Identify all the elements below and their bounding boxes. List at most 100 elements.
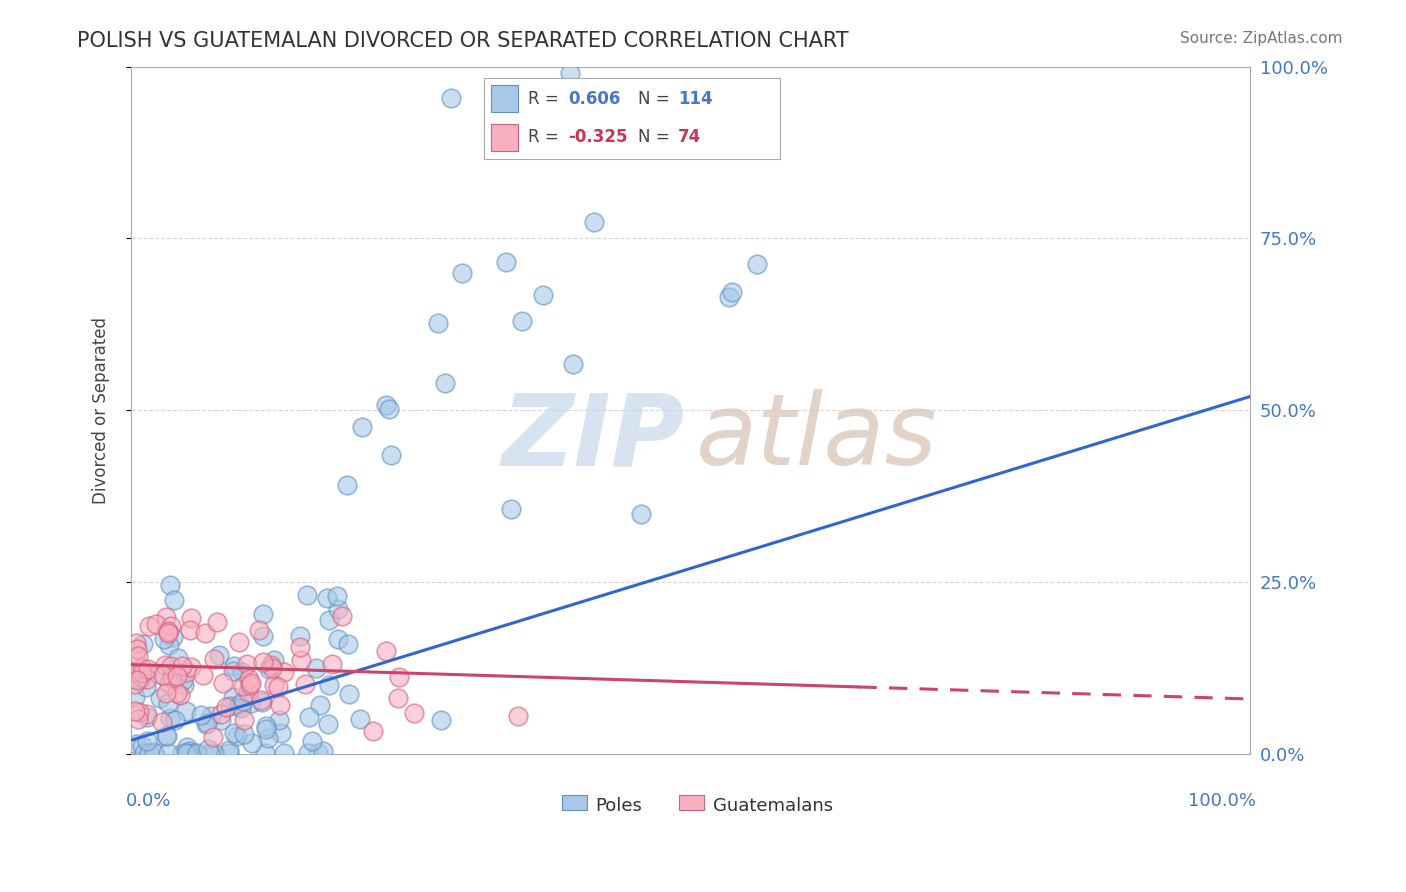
Point [321, 657, 343, 671]
Point [260, 661, 283, 675]
Point [159, 711, 181, 725]
Point [186, 746, 208, 760]
Point [136, 709, 159, 723]
Point [238, 685, 260, 699]
Text: ZIP: ZIP [502, 389, 685, 486]
Point [162, 630, 184, 644]
Point [361, 724, 384, 739]
Point [125, 636, 148, 650]
Point [197, 742, 219, 756]
Point [156, 624, 179, 639]
Point [177, 746, 200, 760]
Point [232, 726, 254, 740]
Point [501, 501, 523, 516]
Point [129, 673, 152, 688]
Point [745, 257, 768, 271]
Point [176, 740, 198, 755]
Point [135, 706, 157, 721]
Point [142, 745, 165, 759]
Point [149, 691, 172, 706]
Point [263, 653, 285, 667]
Point [145, 616, 167, 631]
Point [222, 690, 245, 705]
Point [254, 746, 277, 760]
Point [180, 611, 202, 625]
Point [506, 709, 529, 723]
Point [337, 687, 360, 701]
Point [269, 714, 291, 728]
Point [260, 658, 283, 673]
Point [433, 376, 456, 390]
Point [326, 589, 349, 603]
Point [273, 665, 295, 679]
Point [150, 714, 173, 729]
Point [495, 254, 517, 268]
Point [124, 649, 146, 664]
Point [124, 665, 146, 679]
Point [160, 659, 183, 673]
Point [159, 578, 181, 592]
Point [172, 659, 194, 673]
Point [257, 662, 280, 676]
Point [531, 287, 554, 301]
Point [157, 625, 180, 640]
Point [558, 66, 581, 80]
Point [176, 746, 198, 760]
Point [229, 701, 252, 715]
Point [132, 746, 155, 760]
Point [721, 285, 744, 300]
Text: atlas: atlas [696, 389, 938, 486]
Point [160, 619, 183, 633]
Point [240, 676, 263, 690]
Point [374, 644, 396, 658]
Point [233, 714, 256, 728]
Point [153, 632, 176, 646]
Point [561, 357, 583, 371]
Point [512, 314, 534, 328]
Point [155, 686, 177, 700]
Point [162, 668, 184, 682]
Point [717, 290, 740, 304]
Point [349, 712, 371, 726]
Y-axis label: Divorced or Separated: Divorced or Separated [93, 317, 110, 504]
Point [218, 746, 240, 760]
Point [195, 717, 218, 731]
Point [131, 669, 153, 683]
Point [247, 623, 270, 637]
Point [316, 591, 339, 605]
Point [582, 215, 605, 229]
Point [301, 733, 323, 747]
Point [450, 267, 472, 281]
Point [240, 736, 263, 750]
Point [318, 613, 340, 627]
Point [232, 679, 254, 693]
Point [290, 653, 312, 667]
Point [350, 419, 373, 434]
Point [232, 694, 254, 708]
Point [202, 730, 225, 744]
Point [222, 665, 245, 679]
Point [138, 618, 160, 632]
Point [254, 719, 277, 733]
Point [250, 694, 273, 708]
Point [173, 678, 195, 692]
Point [294, 677, 316, 691]
Text: Poles: Poles [596, 797, 643, 814]
Point [208, 648, 231, 662]
Point [273, 746, 295, 760]
Point [166, 651, 188, 665]
Point [131, 739, 153, 753]
Point [198, 746, 221, 760]
Point [169, 688, 191, 702]
Point [136, 662, 159, 676]
Point [163, 592, 186, 607]
Point [309, 698, 332, 713]
Point [202, 746, 225, 760]
Point [157, 676, 180, 690]
Point [148, 667, 170, 681]
Point [166, 686, 188, 700]
Point [165, 713, 187, 727]
Point [252, 629, 274, 643]
Point [209, 707, 232, 722]
Point [180, 659, 202, 673]
